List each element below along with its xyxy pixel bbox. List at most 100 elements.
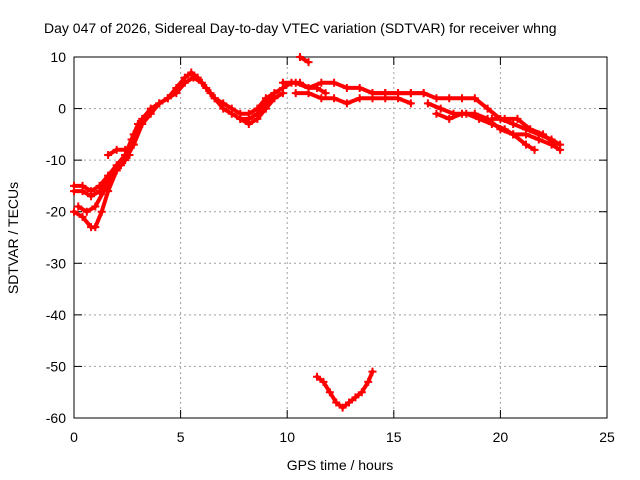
data-point: [108, 171, 117, 180]
series-line: [72, 75, 213, 199]
data-point: [317, 78, 326, 87]
data-point: [406, 99, 415, 108]
data-point: [539, 130, 548, 139]
data-series: [70, 53, 565, 412]
series-line: [293, 91, 413, 106]
y-tick-label: -10: [46, 152, 66, 168]
data-point: [244, 109, 253, 118]
data-point: [70, 187, 78, 196]
data-point: [355, 83, 364, 92]
data-point: [74, 202, 83, 211]
data-point: [351, 393, 360, 402]
data-point: [470, 94, 479, 103]
data-point: [526, 125, 535, 134]
data-point: [445, 94, 454, 103]
y-tick-label: 10: [50, 49, 66, 65]
data-point: [364, 377, 373, 386]
data-point: [244, 120, 253, 129]
data-point: [487, 114, 496, 123]
series-track-8: [295, 53, 313, 67]
x-axis-title: GPS time / hours: [287, 457, 394, 473]
series-track-14: [432, 109, 539, 154]
y-tick-label: -60: [46, 410, 66, 426]
data-point: [470, 109, 479, 118]
series-track-6: [210, 89, 279, 118]
data-point: [133, 120, 142, 129]
data-point: [270, 94, 279, 103]
data-point: [436, 104, 445, 113]
y-tick-label: 0: [58, 101, 66, 117]
data-point: [509, 130, 518, 139]
data-point: [295, 53, 304, 61]
data-point: [82, 207, 91, 216]
data-point: [317, 94, 326, 103]
data-point: [78, 187, 87, 196]
data-point: [321, 89, 330, 98]
series-track-7: [236, 89, 287, 129]
data-point: [338, 403, 347, 412]
data-point: [368, 89, 377, 98]
data-point: [357, 388, 366, 397]
data-point: [330, 94, 339, 103]
y-tick-label: -40: [46, 307, 66, 323]
data-point: [236, 114, 245, 123]
x-tick-label: 25: [599, 429, 615, 445]
data-point: [534, 135, 543, 144]
data-point: [91, 202, 100, 211]
x-tick-label: 10: [279, 429, 295, 445]
data-point: [99, 187, 108, 196]
data-point: [127, 135, 136, 144]
data-point: [121, 145, 130, 154]
data-point: [394, 89, 403, 98]
data-point: [87, 192, 96, 201]
data-point: [261, 104, 270, 113]
series-track-11: [313, 367, 377, 412]
data-point: [458, 94, 467, 103]
series-track-4: [74, 150, 134, 216]
x-tick-label: 15: [386, 429, 402, 445]
data-point: [180, 78, 189, 87]
data-point: [345, 398, 354, 407]
data-point: [419, 89, 428, 98]
data-point: [458, 109, 467, 118]
data-point: [432, 109, 441, 118]
data-point: [319, 377, 328, 386]
data-point: [227, 104, 236, 113]
data-point: [432, 94, 441, 103]
y-tick-label: -30: [46, 255, 66, 271]
data-point: [187, 68, 196, 77]
data-point: [509, 120, 518, 129]
data-point: [304, 58, 313, 67]
data-point: [521, 130, 530, 139]
data-point: [496, 125, 505, 134]
data-point: [330, 78, 339, 87]
data-point: [325, 388, 334, 397]
data-point: [332, 398, 341, 407]
data-point: [97, 207, 106, 216]
data-point: [206, 89, 215, 98]
data-point: [172, 89, 181, 98]
series-line: [106, 142, 136, 157]
data-point: [112, 145, 121, 154]
data-point: [521, 140, 530, 149]
data-point: [253, 114, 262, 123]
data-point: [445, 114, 454, 123]
data-point: [406, 89, 415, 98]
data-point: [355, 94, 364, 103]
y-axis-title: SDTVAR / TECUs: [5, 182, 21, 294]
data-point: [197, 78, 206, 87]
data-point: [313, 372, 322, 381]
series-track-2: [70, 73, 215, 201]
data-point: [253, 104, 262, 113]
data-point: [381, 89, 390, 98]
data-point: [278, 89, 287, 98]
series-line: [315, 369, 375, 410]
data-point: [551, 140, 560, 149]
data-point: [163, 94, 172, 103]
data-point: [78, 212, 87, 221]
y-tick-label: -20: [46, 204, 66, 220]
data-point: [155, 99, 164, 108]
data-point: [423, 99, 432, 108]
plot-frame: [73, 56, 608, 419]
